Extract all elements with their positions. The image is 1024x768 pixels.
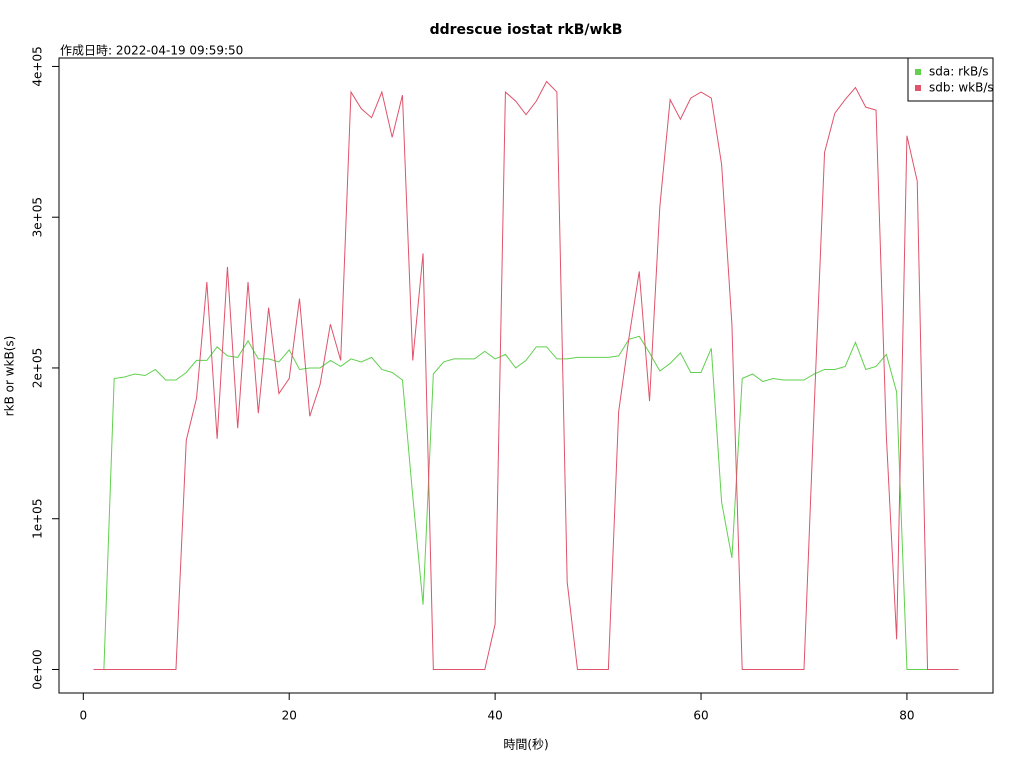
chart-title: ddrescue iostat rkB/wkB [430,22,623,38]
x-tick-label: 20 [282,709,297,723]
legend-swatch [915,69,921,75]
legend-label: sda: rkB/s [929,65,989,79]
legend-label: sdb: wkB/s [929,81,994,95]
series-line [93,335,959,670]
y-tick-label: 3e+05 [31,197,45,237]
y-tick-label: 1e+05 [31,499,45,539]
legend-swatch [915,85,921,91]
x-axis-label: 時間(秒) [503,738,548,752]
plot-frame [58,57,994,694]
x-tick-label: 80 [899,709,914,723]
x-tick-label: 60 [693,709,708,723]
y-tick-label: 0e+00 [31,649,45,689]
y-tick-label: 2e+05 [31,348,45,388]
series-line [93,80,959,670]
x-tick-label: 0 [79,709,87,723]
legend-box [907,57,994,102]
y-axis-label: rkB or wkB(s) [3,336,17,417]
y-tick-label: 4e+05 [31,46,45,86]
x-tick-label: 40 [487,709,502,723]
subtitle: 作成日時: 2022-04-19 09:59:50 [60,44,243,58]
